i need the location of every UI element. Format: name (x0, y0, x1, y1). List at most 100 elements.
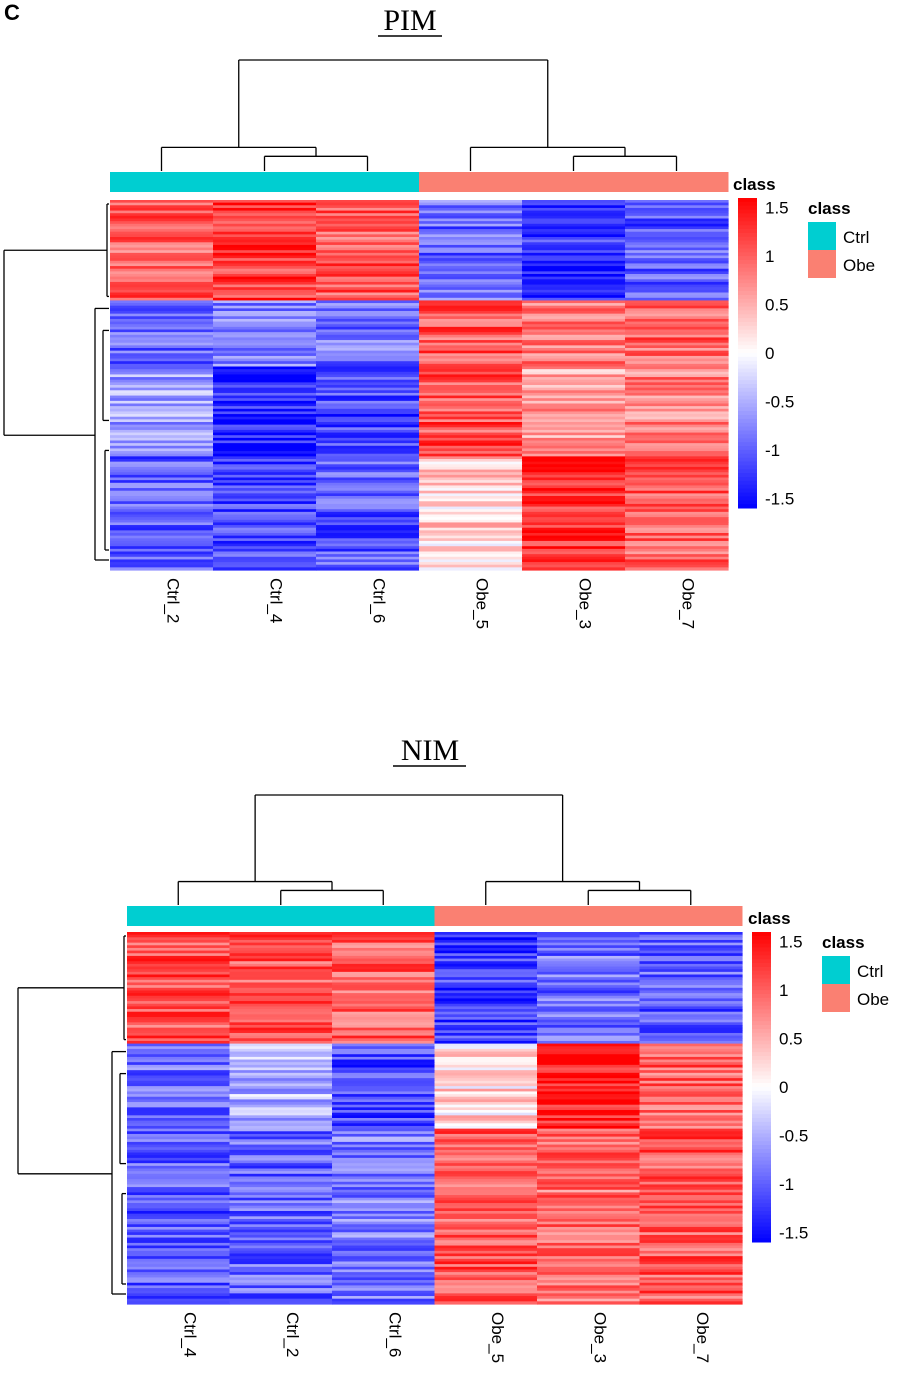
colorbar-segment (738, 236, 757, 242)
heatmap-cell (639, 1112, 743, 1116)
heatmap-cell (419, 263, 523, 267)
heatmap-cell (625, 287, 729, 291)
annotation-cell-obe (434, 906, 538, 926)
heatmap-cell (639, 1234, 743, 1239)
heatmap-cell (213, 474, 317, 479)
heatmap-cell (639, 1083, 743, 1087)
colorbar-segment (752, 982, 771, 987)
heatmap-cell (434, 1208, 538, 1212)
heatmap-cell (213, 514, 317, 518)
heatmap-cell (213, 348, 317, 352)
heatmap-cell (522, 530, 626, 534)
heatmap-cell (434, 995, 538, 1000)
colorbar: 1.510.50-0.5-1-1.5 (752, 932, 808, 1243)
heatmap-cell (229, 1131, 333, 1135)
heatmap-cell (522, 474, 626, 479)
column-label: Obe_7 (693, 1312, 712, 1363)
heatmap-cell (419, 437, 523, 442)
heatmap-cell (419, 353, 523, 357)
heatmap-cell (434, 947, 538, 952)
heatmap-cell (522, 564, 626, 568)
heatmap-cell (110, 281, 214, 286)
heatmap-cell (110, 274, 214, 278)
heatmap-cell (522, 461, 626, 465)
heatmap-cell (625, 205, 729, 209)
heatmap-cell (127, 1025, 231, 1029)
heatmap-cell (625, 366, 729, 370)
heatmap-cell (229, 1038, 333, 1042)
heatmap-cell (332, 1184, 436, 1188)
heatmap-cell (639, 1261, 743, 1265)
heatmap-cell (434, 1274, 538, 1279)
heatmap-cell (332, 1256, 436, 1260)
heatmap-cell (522, 207, 626, 212)
heatmap-cell (110, 334, 214, 339)
colorbar-segment (738, 430, 757, 435)
heatmap-cell (522, 429, 626, 434)
heatmap-cell (213, 517, 317, 521)
heatmap-cell (419, 548, 523, 553)
heatmap-cell (537, 1149, 641, 1154)
heatmap-cell (537, 1009, 641, 1013)
heatmap-cell (419, 255, 523, 259)
heatmap-cell (522, 218, 626, 222)
heatmap-cell (316, 292, 420, 296)
heatmap-cell (625, 459, 729, 463)
heatmap-cell (639, 1080, 743, 1085)
heatmap-cell (522, 459, 626, 463)
heatmap-cell (213, 488, 317, 492)
colorbar-segment (738, 209, 757, 215)
heatmap-cell (537, 1277, 641, 1281)
heatmap-cell (434, 1046, 538, 1050)
heatmap-cell (110, 533, 214, 537)
heatmap-cell (639, 1197, 743, 1201)
heatmap-cell (127, 1274, 231, 1279)
heatmap-cell (522, 274, 626, 278)
heatmap-cell (229, 1261, 333, 1265)
heatmap-cell (213, 237, 317, 241)
heatmap-cell (110, 474, 214, 479)
heatmap-cell (537, 950, 641, 954)
heatmap-cell (537, 1213, 641, 1217)
heatmap-cell (213, 461, 317, 465)
heatmap-cell (110, 276, 214, 280)
heatmap-cell (522, 369, 626, 373)
colorbar-segment (752, 1048, 771, 1053)
heatmap-cell (639, 1165, 743, 1170)
heatmap-cell (229, 1192, 333, 1196)
heatmap-cell (127, 979, 231, 984)
heatmap-cell (332, 1046, 436, 1050)
heatmap-cell (229, 1067, 333, 1071)
column-label: Obe_5 (473, 578, 492, 629)
heatmap-cell (625, 514, 729, 518)
heatmap-cell (110, 535, 214, 539)
colorbar-tick-label: 0.5 (765, 296, 789, 315)
heatmap-cell (229, 1141, 333, 1146)
heatmap-cell (110, 345, 214, 349)
heatmap-cell (229, 1147, 333, 1151)
heatmap-cell (110, 239, 214, 243)
heatmap-cell (625, 340, 729, 344)
heatmap-cell (625, 509, 729, 513)
heatmap-cell (522, 202, 626, 206)
heatmap-cell (639, 1285, 743, 1289)
heatmap-cell (127, 1051, 231, 1055)
heatmap-cell (110, 480, 214, 484)
heatmap-cell (229, 1096, 333, 1100)
heatmap-cell (332, 1078, 436, 1082)
heatmap-cell (127, 1115, 231, 1119)
heatmap-cell (419, 382, 523, 386)
heatmap-cell (229, 1123, 333, 1127)
heatmap-cell (229, 1104, 333, 1108)
colorbar-segment (738, 442, 757, 447)
heatmap-cell (332, 1062, 436, 1066)
column-label: Ctrl_2 (164, 578, 183, 623)
heatmap-cell (332, 947, 436, 952)
heatmap-cell (229, 1237, 333, 1241)
heatmap-cell (522, 229, 626, 233)
heatmap-cell (522, 276, 626, 280)
heatmap-cell (110, 511, 214, 516)
heatmap-cell (332, 1131, 436, 1135)
heatmap-cell (419, 303, 523, 307)
colorbar-segment (738, 349, 757, 354)
